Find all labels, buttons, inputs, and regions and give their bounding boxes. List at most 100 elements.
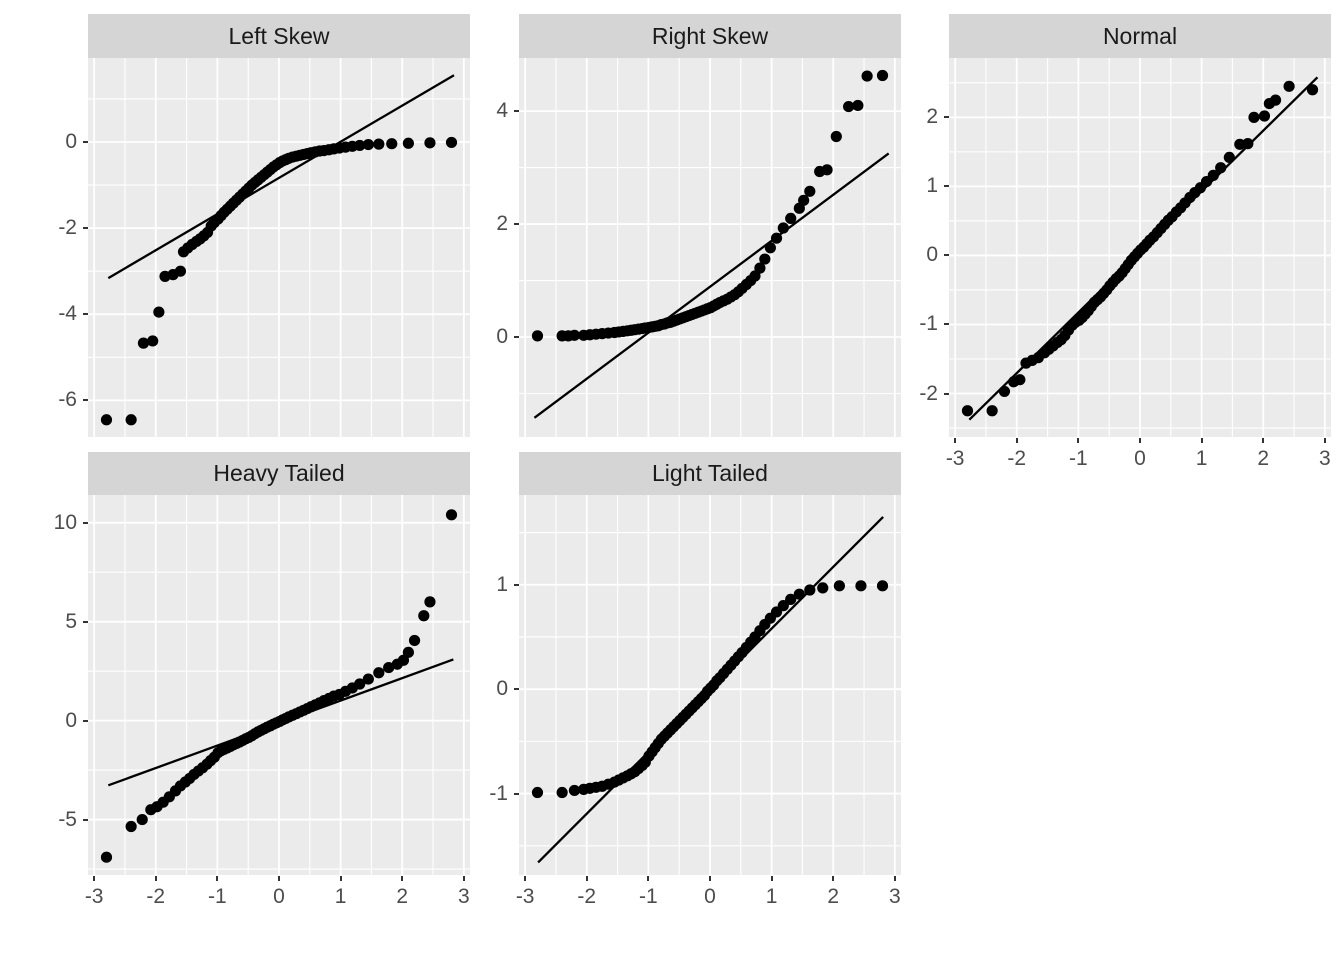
facet-panel-light-tailed <box>519 495 901 875</box>
y-axis-tick-label: 0 <box>65 708 77 732</box>
qq-reference-line <box>533 152 890 419</box>
x-axis-tick <box>93 876 96 881</box>
facet-strip-heavy-tailed: Heavy Tailed <box>88 452 470 495</box>
y-axis-tick <box>514 336 519 339</box>
facet-panel-heavy-tailed <box>88 495 470 875</box>
y-axis-tick-label: -1 <box>489 781 508 805</box>
y-axis-tick <box>514 110 519 113</box>
x-axis-tick-label: 1 <box>1195 447 1208 470</box>
facet-title: Heavy Tailed <box>213 460 345 486</box>
qq-reference-line <box>107 74 455 280</box>
x-axis-tick-label: 1 <box>334 885 347 908</box>
y-axis-tick-label: -2 <box>919 381 938 405</box>
y-axis-tick-label: 10 <box>53 510 77 534</box>
y-axis-tick-label: -1 <box>919 312 938 336</box>
x-axis-tick-label: 0 <box>704 885 716 908</box>
x-axis-tick-label: 3 <box>888 885 901 908</box>
x-axis-tick-label: -2 <box>1007 447 1027 470</box>
y-axis-tick <box>83 227 88 230</box>
x-axis-tick-label: 3 <box>1318 447 1331 470</box>
y-axis-tick <box>514 223 519 226</box>
x-axis-tick-label: -2 <box>146 885 166 908</box>
x-axis-tick <box>1262 438 1265 443</box>
y-axis-tick <box>944 116 949 119</box>
y-axis-tick <box>944 254 949 257</box>
x-axis-tick <box>278 876 280 881</box>
x-axis-tick-label: 3 <box>457 885 470 908</box>
y-axis-tick-label: -2 <box>58 216 77 240</box>
y-axis-tick <box>83 719 88 722</box>
x-axis-tick-label: -1 <box>639 885 658 908</box>
x-axis-tick-label: 2 <box>1257 447 1270 470</box>
x-axis-tick-label: 2 <box>396 885 409 908</box>
y-axis-tick-label: 0 <box>65 129 77 153</box>
x-axis-tick <box>524 876 527 881</box>
grid-major <box>88 495 470 875</box>
facet-panel-left-skew <box>88 58 470 437</box>
x-axis-tick-label: -3 <box>515 885 535 908</box>
x-axis-tick <box>585 876 588 881</box>
x-axis-tick <box>709 876 711 881</box>
y-axis-tick <box>514 688 519 691</box>
y-axis-tick <box>944 392 949 395</box>
qq-points <box>961 80 1319 417</box>
y-axis-tick-label: -4 <box>58 302 77 326</box>
x-axis-tick <box>954 438 957 443</box>
y-axis-tick <box>83 521 88 524</box>
grid-major <box>88 58 470 437</box>
y-axis-tick <box>944 185 949 188</box>
qq-points <box>531 580 889 799</box>
x-axis-tick-label: -1 <box>1069 447 1088 470</box>
facet-title: Right Skew <box>651 22 769 49</box>
x-axis-tick <box>1200 438 1203 443</box>
x-axis-tick-label: 0 <box>1134 447 1146 470</box>
qq-points <box>100 136 458 426</box>
y-axis-tick <box>83 620 88 623</box>
x-axis-tick-label: -3 <box>945 447 965 470</box>
x-axis-tick-label: -1 <box>208 885 227 908</box>
y-axis-tick <box>83 399 88 402</box>
y-axis-tick <box>514 792 519 795</box>
x-axis-tick <box>893 876 896 881</box>
y-axis-tick-label: 0 <box>926 243 938 267</box>
x-axis-tick-label: -2 <box>577 885 597 908</box>
grid-minor <box>88 495 470 875</box>
x-axis-tick <box>647 876 650 881</box>
y-axis-tick <box>83 818 88 821</box>
facet-panel-right-skew <box>519 58 901 437</box>
y-axis-tick-label: 5 <box>65 609 77 633</box>
y-axis-tick-label: -5 <box>58 807 77 831</box>
grid-minor <box>519 495 901 875</box>
x-axis-tick <box>154 876 157 881</box>
facet-strip-left-skew: Left Skew <box>88 14 470 58</box>
x-axis-tick <box>1139 438 1141 443</box>
y-axis-tick-label: 2 <box>496 212 508 236</box>
facet-panel-normal <box>949 58 1331 437</box>
facet-title: Light Tailed <box>652 460 768 486</box>
grid-major <box>519 58 901 437</box>
x-axis-tick <box>770 876 773 881</box>
x-axis-tick-label: 1 <box>765 885 778 908</box>
y-axis-tick-label: 1 <box>926 174 938 198</box>
y-axis-tick-label: 4 <box>496 99 508 123</box>
x-axis-tick <box>216 876 219 881</box>
y-axis-tick-label: 2 <box>926 105 938 129</box>
x-axis-tick-label: -3 <box>84 885 104 908</box>
y-axis-tick-label: 1 <box>496 572 508 596</box>
x-axis-tick <box>1323 438 1326 443</box>
x-axis-tick <box>1077 438 1080 443</box>
facet-strip-right-skew: Right Skew <box>519 14 901 58</box>
x-axis-tick <box>401 876 404 881</box>
facet-title: Normal <box>1102 22 1178 49</box>
facet-strip-light-tailed: Light Tailed <box>519 452 901 495</box>
x-axis-tick-label: 2 <box>827 885 840 908</box>
x-axis-tick-label: 0 <box>273 885 285 908</box>
x-axis-tick <box>462 876 465 881</box>
x-axis-tick <box>832 876 835 881</box>
y-axis-tick <box>944 323 949 326</box>
y-axis-tick-label: 0 <box>496 677 508 701</box>
qq-points <box>531 69 889 342</box>
y-axis-tick <box>83 140 88 143</box>
x-axis-tick <box>1015 438 1018 443</box>
